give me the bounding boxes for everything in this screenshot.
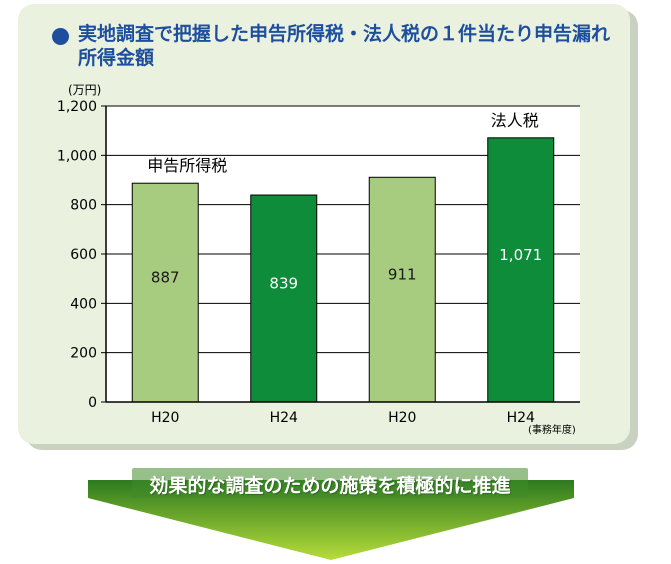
banner-strip [132,468,528,498]
labels: 0 200 400 600 800 1,000 1,200 887 H20 839 H24 911 H2… [57,99,542,426]
y-tick-label: 200 [70,346,97,362]
bar-value-label: 1,071 [499,246,542,264]
x-tick-label: H24 [507,410,535,426]
bar-value-label: 887 [151,269,180,287]
bar [368,176,436,403]
y-tick-label: 1,200 [57,99,97,115]
bar-value-label: 911 [388,266,417,284]
x-tick-label: H20 [388,410,416,426]
chart-title: 実地調査で把握した申告所得税・法人税の１件当たり申告漏れ所得金額 [78,23,611,69]
bar-value-label: 839 [269,275,298,293]
series-group-label: 申告所得税 [147,156,227,175]
bullet-icon [52,28,69,45]
series-group-label: 法人税 [491,111,539,130]
x-axis-note: (事務年度) [528,423,576,436]
bars [131,137,555,403]
y-tick-label: 800 [70,198,97,214]
y-tick-label: 1,000 [57,148,97,164]
y-unit-label: (万円) [68,83,101,97]
banner-text: 効果的な調査のための施策を積極的に推進 [149,475,511,497]
y-tick-label: 0 [88,395,97,411]
bar [487,137,555,403]
y-tick-label: 400 [70,296,97,312]
bar [250,194,318,403]
x-tick-label: H24 [270,410,298,426]
x-tick-label: H20 [151,410,179,426]
bar [131,182,199,403]
y-tick-label: 600 [70,247,97,263]
down-arrow-icon [88,480,574,560]
